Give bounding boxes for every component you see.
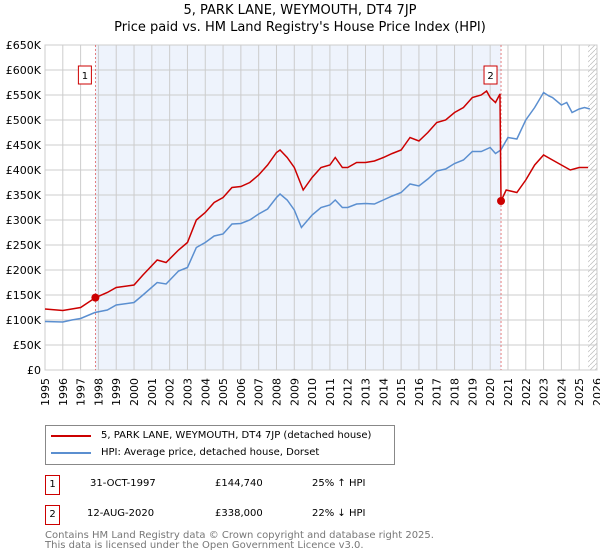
x-tick-label: 2016 <box>413 378 426 406</box>
x-tick-label: 2010 <box>306 378 319 406</box>
plot-frame <box>44 44 598 371</box>
x-tick-label: 2023 <box>538 378 551 406</box>
transaction-row: 2 12-AUG-2020 £338,000 22% ↓ HPI <box>45 505 405 525</box>
sale-period-shading <box>95 45 502 370</box>
x-tick-label: 2019 <box>466 378 479 406</box>
chart-title: 5, PARK LANE, WEYMOUTH, DT4 7JP <box>183 3 417 18</box>
legend-label: HPI: Average price, detached house, Dors… <box>101 447 320 458</box>
footer: Contains HM Land Registry data © Crown c… <box>45 531 434 551</box>
y-tick-label: £200K <box>6 264 42 277</box>
y-tick-label: £650K <box>6 39 42 52</box>
y-tick-label: £100K <box>6 314 42 327</box>
sale-marker-box <box>483 65 498 85</box>
y-tick-label: £400K <box>6 164 42 177</box>
x-tick-label: 2020 <box>484 378 497 406</box>
chart-subtitle: Price paid vs. HM Land Registry's House … <box>114 20 486 35</box>
x-tick-label: 2021 <box>502 378 515 406</box>
x-tick-label: 2012 <box>342 378 355 406</box>
x-tick-label: 2022 <box>520 378 533 406</box>
footer-licence: This data is licensed under the Open Gov… <box>45 540 364 551</box>
x-tick-label: 2024 <box>555 378 568 406</box>
x-tick-label: 2015 <box>395 378 408 406</box>
x-tick-label: 2005 <box>217 378 230 406</box>
x-tick-label: 2025 <box>573 378 586 406</box>
property-price-line <box>44 89 589 312</box>
y-tick-label: £550K <box>6 89 42 102</box>
sale-marker-box <box>77 65 92 85</box>
transaction-date: 12-AUG-2020 <box>87 508 155 519</box>
transaction-price: £144,740 <box>215 478 263 489</box>
marker-badge: 1 <box>45 475 60 495</box>
legend-swatch <box>51 434 91 437</box>
transaction-hpi: 25% ↑ HPI <box>312 478 366 489</box>
x-tick-label: 2009 <box>288 378 301 406</box>
y-tick-label: £450K <box>6 139 42 152</box>
x-tick-label: 2014 <box>377 378 390 406</box>
sale-marker-label: 1 <box>82 71 88 82</box>
marker-badge: 2 <box>45 505 60 525</box>
transaction-price: £338,000 <box>215 508 263 519</box>
legend-swatch <box>51 451 91 454</box>
y-tick-label: £0 <box>27 364 41 377</box>
x-tick-label: 2001 <box>146 378 159 406</box>
y-tick-label: £300K <box>6 214 42 227</box>
y-tick-label: £250K <box>6 239 42 252</box>
transaction-row: 1 31-OCT-1997 £144,740 25% ↑ HPI <box>45 475 405 495</box>
x-tick-label: 2018 <box>449 378 462 406</box>
y-tick-label: £50K <box>13 339 42 352</box>
x-tick-label: 2003 <box>181 378 194 406</box>
x-tick-label: 2002 <box>164 378 177 406</box>
x-tick-label: 1995 <box>39 378 52 406</box>
y-tick-label: £350K <box>6 189 42 202</box>
x-tick-label: 2013 <box>360 378 373 406</box>
legend-label: 5, PARK LANE, WEYMOUTH, DT4 7JP (detache… <box>101 430 372 441</box>
price-chart: 1995 1996 1997 1998 1999 2000 2001 2002 2003 2004… <box>6 39 600 406</box>
x-tick-label: 1996 <box>57 378 70 406</box>
y-tick-label: £500K <box>6 114 42 127</box>
x-tick-label: 2000 <box>128 378 141 406</box>
x-tick-label: 1998 <box>92 378 105 406</box>
future-hatch <box>588 45 597 370</box>
transaction-hpi: 22% ↓ HPI <box>312 508 366 519</box>
y-tick-label: £600K <box>6 64 42 77</box>
sale-marker-label: 2 <box>487 71 493 82</box>
x-tick-label: 2007 <box>253 378 266 406</box>
x-tick-label: 2017 <box>431 378 444 406</box>
footer-copyright: Contains HM Land Registry data © Crown c… <box>45 530 434 541</box>
x-tick-label: 1997 <box>75 378 88 406</box>
x-tick-label: 2006 <box>235 378 248 406</box>
y-tick-label: £150K <box>6 289 42 302</box>
transaction-date: 31-OCT-1997 <box>90 478 156 489</box>
sale-point <box>91 293 100 302</box>
x-tick-label: 2008 <box>270 378 283 406</box>
sale-point <box>497 197 506 205</box>
x-tick-label: 1999 <box>110 378 123 406</box>
legend-item-property: 5, PARK LANE, WEYMOUTH, DT4 7JP (detache… <box>51 430 371 441</box>
x-tick-label: 2026 <box>591 378 600 406</box>
x-tick-label: 2004 <box>199 378 212 406</box>
legend-item-hpi: HPI: Average price, detached house, Dors… <box>51 447 319 458</box>
x-tick-label: 2011 <box>324 378 337 406</box>
legend: 5, PARK LANE, WEYMOUTH, DT4 7JP (detache… <box>45 425 395 465</box>
hpi-line <box>44 91 591 323</box>
